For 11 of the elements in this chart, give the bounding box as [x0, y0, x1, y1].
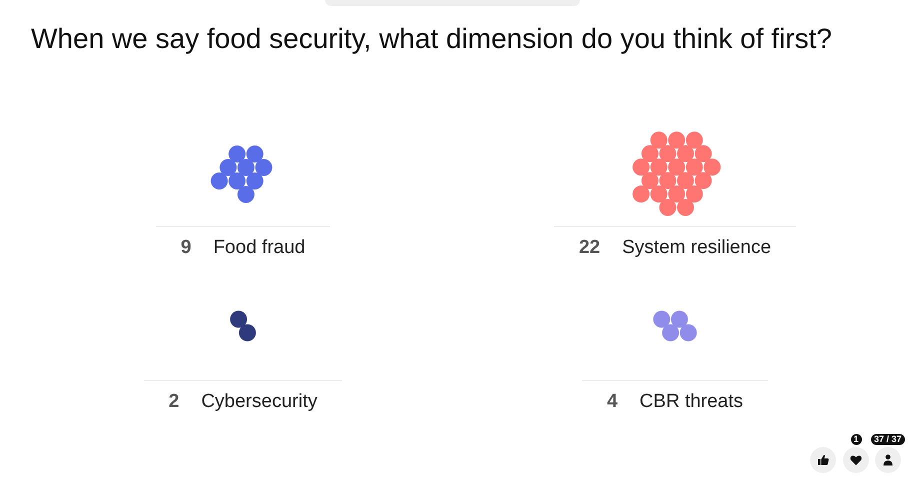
text: 37 / 37: [871, 434, 905, 445]
data-label: 22: [578, 237, 600, 258]
data-label: 9: [180, 237, 192, 258]
category-label: System resilience: [622, 237, 772, 258]
category-label: CBR threats: [640, 391, 744, 412]
text: 1: [850, 434, 862, 445]
category-label: Food fraud: [213, 237, 306, 258]
data-label: 4: [606, 391, 618, 412]
category-label: Cybersecurity: [201, 391, 318, 412]
text: When we say food security, what dimension do you think of first?: [31, 23, 832, 55]
data-label: 2: [168, 391, 180, 412]
